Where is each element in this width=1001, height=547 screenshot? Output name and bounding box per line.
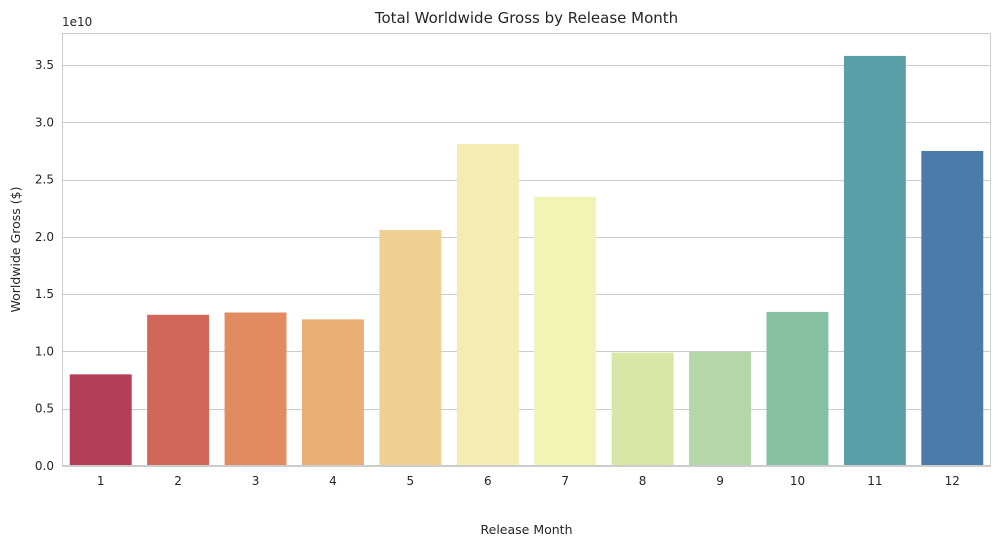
bar	[147, 314, 210, 466]
y-axis-label: Worldwide Gross ($)	[8, 186, 23, 312]
y-tick-label: 0.5	[35, 402, 54, 416]
y-tick-label: 1.0	[35, 344, 54, 358]
bar	[224, 312, 287, 466]
plot-frame	[62, 33, 991, 466]
bar	[689, 352, 752, 466]
x-tick-label: 9	[716, 474, 724, 488]
y-tick-label: 3.0	[35, 115, 54, 129]
y-tick-label: 2.0	[35, 230, 54, 244]
x-tick-label: 4	[329, 474, 337, 488]
y-tick-label: 0.0	[35, 459, 54, 473]
y-tick-label: 3.5	[35, 58, 54, 72]
chart-title: Total Worldwide Gross by Release Month	[374, 9, 678, 27]
bar	[534, 196, 597, 466]
x-tick-label: 7	[561, 474, 569, 488]
y-tick-label: 2.5	[35, 173, 54, 187]
x-tick-label: 12	[945, 474, 960, 488]
x-tick-label: 2	[174, 474, 182, 488]
x-tick-label: 1	[97, 474, 105, 488]
x-tick-label: 5	[407, 474, 415, 488]
y-tick-label: 1.5	[35, 287, 54, 301]
bars	[69, 55, 984, 467]
x-tick-label: 8	[639, 474, 647, 488]
x-tick-label: 11	[867, 474, 882, 488]
x-axis-label: Release Month	[481, 522, 573, 537]
x-tick-label: 3	[252, 474, 260, 488]
y-tick-labels: 0.0 0.5 1.0 1.5 2.0 2.5 3.0 3.5	[35, 58, 54, 473]
bar	[69, 374, 132, 466]
bar	[611, 352, 674, 466]
y-scale-label: 1e10	[62, 15, 92, 29]
x-tick-label: 6	[484, 474, 492, 488]
x-tick-label: 10	[790, 474, 805, 488]
plot-background	[62, 33, 991, 466]
bar	[456, 144, 519, 466]
grid-lines	[62, 65, 991, 467]
bar	[379, 230, 442, 466]
bar	[766, 311, 829, 466]
x-tick-labels: 1 2 3 4 5 6 7 8 9 10 11 12	[97, 474, 960, 488]
bar	[921, 150, 984, 467]
bar	[843, 55, 906, 466]
bar	[301, 319, 364, 466]
